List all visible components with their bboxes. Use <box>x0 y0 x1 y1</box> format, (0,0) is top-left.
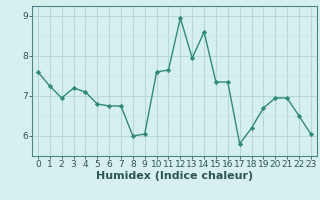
X-axis label: Humidex (Indice chaleur): Humidex (Indice chaleur) <box>96 171 253 181</box>
